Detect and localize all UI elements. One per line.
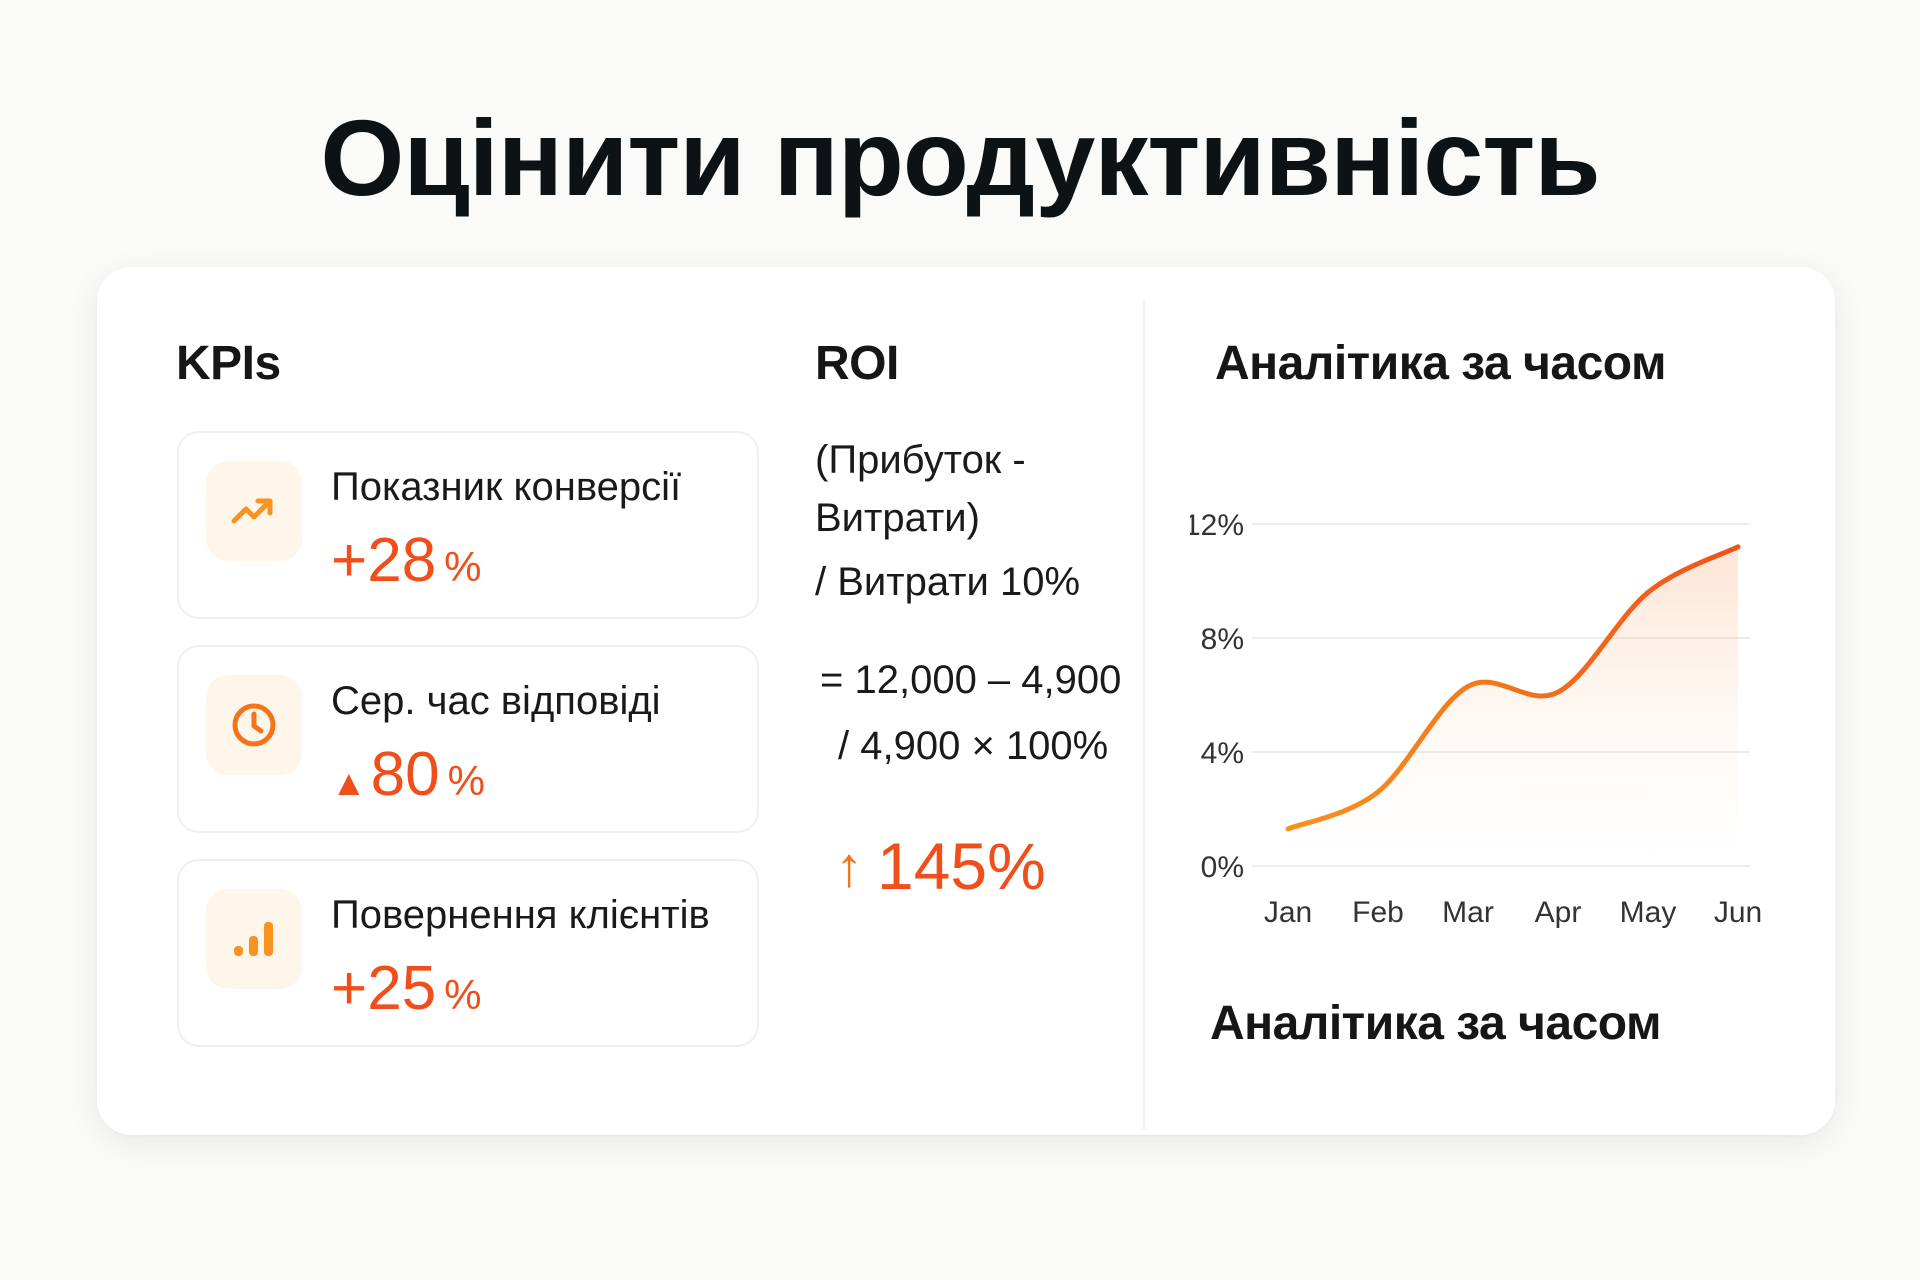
kpi-value-unit: %	[444, 543, 482, 590]
kpi-value-number: 80	[370, 740, 440, 809]
kpis-heading: KPIs	[176, 337, 281, 390]
column-divider	[1143, 300, 1145, 1130]
chart-x-tick-label: Jan	[1264, 896, 1312, 929]
chart-y-tick-label: 8%	[1201, 623, 1244, 656]
arrow-up-icon: ↑	[835, 834, 863, 898]
kpi-value: +25 %	[331, 953, 482, 1024]
analytics-heading: Аналітика за часом	[1215, 337, 1666, 390]
chart-y-tick-label: 12%	[1190, 509, 1244, 542]
chart-y-tick-label: 0%	[1201, 851, 1244, 884]
chart-x-tick-label: Mar	[1442, 896, 1494, 929]
kpi-label: Повернення клієнтів	[331, 893, 710, 937]
chart-area	[1288, 546, 1738, 866]
kpi-value-number: +25	[331, 954, 437, 1023]
clock-icon	[206, 675, 302, 775]
chart-y-tick-label: 4%	[1201, 737, 1244, 770]
chart-x-tick-label: May	[1620, 896, 1677, 929]
chart-series-line	[1285, 544, 1741, 832]
kpi-label: Показник конверсії	[331, 465, 682, 509]
kpi-card-response-time[interactable]: Сер. час відповіді ▲ 80 %	[177, 645, 759, 833]
triangle-up-icon: ▲	[331, 762, 367, 803]
page-title: Оцінити продуктивність	[320, 97, 1600, 218]
bar-chart-icon	[206, 889, 302, 989]
kpi-value-unit: %	[444, 971, 482, 1018]
kpi-value-number: +28	[331, 526, 437, 595]
chart-x-tick-label: Apr	[1535, 896, 1582, 929]
kpi-label: Сер. час відповіді	[331, 679, 661, 723]
kpi-value: +28 %	[331, 525, 482, 596]
kpi-value-unit: %	[447, 757, 485, 804]
chart-x-tick-label: Jun	[1714, 896, 1762, 929]
kpi-value: ▲ 80 %	[331, 739, 485, 810]
roi-formula-line-3: / Витрати 10%	[815, 560, 1081, 604]
roi-formula-line-1: (Прибуток -	[815, 438, 1026, 482]
chart-x-tick-label: Feb	[1352, 896, 1404, 929]
kpi-card-customer-return[interactable]: Повернення клієнтів +25 %	[177, 859, 759, 1047]
trending-up-icon	[206, 461, 302, 561]
kpi-card-conversion[interactable]: Показник конверсії +28 %	[177, 431, 759, 619]
roi-result: ↑ 145%	[835, 828, 1046, 904]
analytics-line-chart: 0% 4% 8% 12% Jan Feb Mar Apr May Jun	[1190, 509, 1762, 929]
roi-calc-line-2: / 4,900 × 100%	[838, 724, 1109, 768]
roi-calc-line-1: = 12,000 – 4,900	[820, 658, 1122, 702]
roi-result-value: 145%	[877, 829, 1046, 903]
roi-heading: ROI	[815, 337, 899, 390]
roi-formula-line-2: Витрати)	[815, 496, 980, 540]
analytics-footer-heading: Аналітика за часом	[1210, 997, 1661, 1050]
